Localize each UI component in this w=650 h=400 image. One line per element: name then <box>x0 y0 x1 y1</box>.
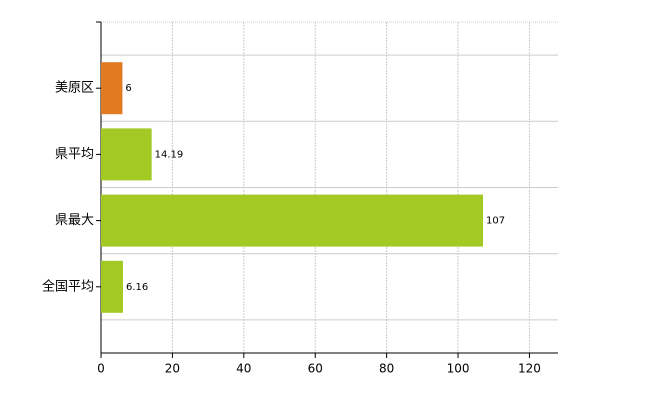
x-tick-label: 80 <box>379 362 394 376</box>
y-tick-label: 県平均 <box>55 147 94 162</box>
x-tick-label: 120 <box>518 362 541 376</box>
bar <box>101 260 123 313</box>
y-tick-label: 県最大 <box>55 213 94 228</box>
x-tick-label: 20 <box>165 362 180 376</box>
y-tick-label: 美原区 <box>55 81 94 96</box>
x-tick-label: 0 <box>97 362 105 376</box>
value-label: 14.19 <box>155 149 184 160</box>
value-label: 6.16 <box>126 282 148 293</box>
bar <box>101 194 484 247</box>
x-tick-label: 60 <box>308 362 323 376</box>
bar <box>101 62 123 115</box>
value-label: 6 <box>125 83 131 94</box>
x-tick-label: 100 <box>447 362 470 376</box>
value-label: 107 <box>486 216 505 227</box>
bar <box>101 128 152 181</box>
y-tick-label: 全国平均 <box>42 278 94 294</box>
x-tick-label: 40 <box>236 362 251 376</box>
